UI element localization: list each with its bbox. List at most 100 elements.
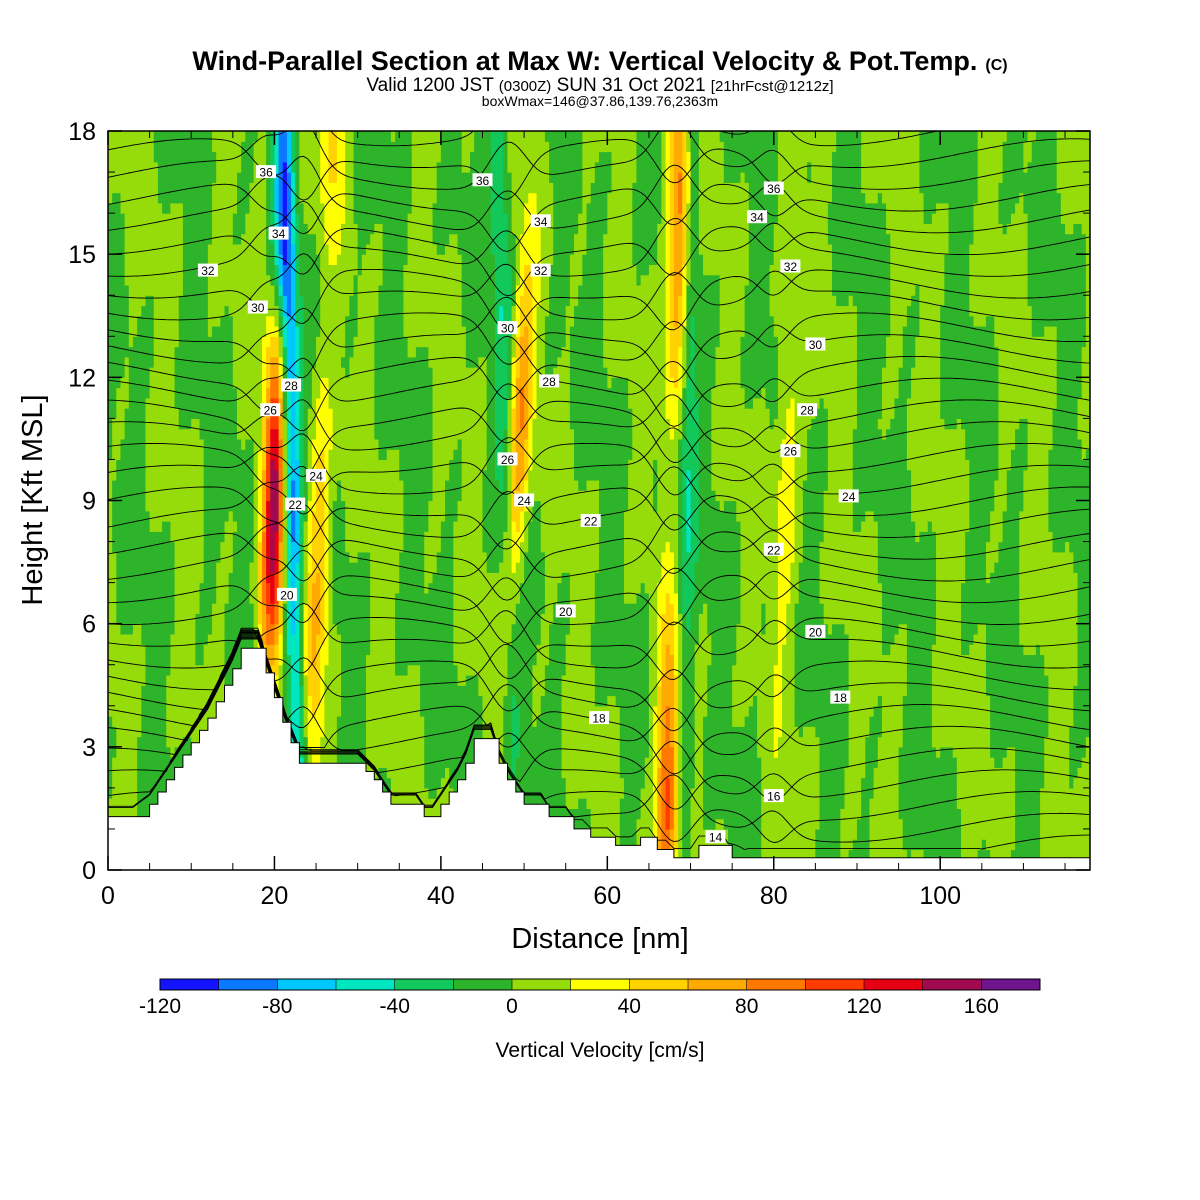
velocity-cell: [299, 131, 304, 142]
velocity-cell: [312, 747, 317, 758]
velocity-cell: [237, 562, 242, 573]
velocity-cell: [270, 654, 275, 665]
velocity-cell: [329, 552, 334, 563]
velocity-cell: [279, 316, 284, 327]
velocity-cell: [120, 388, 125, 399]
velocity-cell: [387, 613, 392, 624]
velocity-cell: [179, 501, 184, 512]
velocity-cell: [287, 696, 292, 707]
velocity-cell: [158, 408, 163, 419]
velocity-cell: [237, 223, 242, 234]
velocity-cell: [341, 737, 346, 748]
velocity-cell: [266, 347, 271, 358]
velocity-cell: [137, 388, 142, 399]
velocity-cell: [229, 193, 234, 204]
velocity-cell: [266, 182, 271, 193]
velocity-cell: [324, 264, 329, 275]
velocity-cell: [145, 172, 150, 183]
velocity-cell: [299, 747, 304, 758]
velocity-cell: [141, 665, 146, 676]
velocity-cell: [175, 162, 180, 173]
velocity-cell: [241, 398, 246, 409]
velocity-cell: [183, 593, 188, 604]
velocity-cell: [304, 644, 309, 655]
velocity-cell: [378, 644, 383, 655]
velocity-cell: [329, 254, 334, 265]
velocity-cell: [274, 418, 279, 429]
velocity-cell: [274, 388, 279, 399]
velocity-cell: [329, 305, 334, 316]
velocity-cell: [225, 542, 230, 553]
velocity-cell: [216, 285, 221, 296]
velocity-cell: [133, 634, 138, 645]
velocity-cell: [349, 439, 354, 450]
velocity-cell: [341, 357, 346, 368]
velocity-cell: [391, 757, 396, 768]
velocity-cell: [154, 326, 159, 337]
velocity-cell: [283, 531, 288, 542]
velocity-cell: [166, 675, 171, 686]
velocity-cell: [166, 511, 171, 522]
velocity-cell: [120, 131, 125, 142]
velocity-cell: [233, 480, 238, 491]
velocity-cell: [179, 716, 184, 727]
velocity-cell: [112, 449, 117, 460]
velocity-cell: [141, 562, 146, 573]
velocity-cell: [179, 398, 184, 409]
velocity-cell: [241, 162, 246, 173]
velocity-cell: [295, 285, 300, 296]
velocity-cell: [354, 429, 359, 440]
velocity-cell: [170, 305, 175, 316]
velocity-cell: [195, 367, 200, 378]
velocity-cell: [200, 449, 205, 460]
velocity-cell: [116, 665, 121, 676]
velocity-cell: [316, 223, 321, 234]
velocity-cell: [337, 388, 342, 399]
velocity-cell: [366, 131, 371, 142]
velocity-cell: [112, 757, 117, 768]
velocity-cell: [354, 152, 359, 163]
velocity-cell: [362, 624, 367, 635]
velocity-cell: [208, 654, 213, 665]
velocity-cell: [320, 305, 325, 316]
velocity-cell: [258, 490, 263, 501]
velocity-cell: [383, 459, 388, 470]
velocity-cell: [329, 593, 334, 604]
velocity-cell: [154, 223, 159, 234]
velocity-cell: [145, 449, 150, 460]
velocity-cell: [187, 624, 192, 635]
velocity-cell: [150, 613, 155, 624]
velocity-cell: [129, 429, 134, 440]
velocity-cell: [324, 603, 329, 614]
velocity-cell: [283, 418, 288, 429]
velocity-cell: [166, 665, 171, 676]
velocity-cell: [162, 152, 167, 163]
velocity-cell: [175, 131, 180, 142]
velocity-cell: [154, 511, 159, 522]
velocity-cell: [308, 152, 313, 163]
velocity-cell: [154, 767, 159, 778]
velocity-cell: [299, 213, 304, 224]
velocity-cell: [274, 562, 279, 573]
velocity-cell: [187, 367, 192, 378]
velocity-cell: [354, 572, 359, 583]
velocity-cell: [154, 696, 159, 707]
velocity-cell: [170, 603, 175, 614]
velocity-cell: [150, 193, 155, 204]
velocity-cell: [337, 418, 342, 429]
velocity-cell: [378, 726, 383, 737]
velocity-cell: [387, 234, 392, 245]
velocity-cell: [374, 193, 379, 204]
velocity-cell: [324, 716, 329, 727]
velocity-cell: [333, 316, 338, 327]
velocity-cell: [304, 572, 309, 583]
velocity-cell: [112, 131, 117, 142]
velocity-cell: [191, 696, 196, 707]
velocity-cell: [187, 593, 192, 604]
velocity-cell: [162, 336, 167, 347]
velocity-cell: [195, 223, 200, 234]
velocity-cell: [166, 706, 171, 717]
velocity-cell: [241, 572, 246, 583]
velocity-cell: [329, 152, 334, 163]
velocity-cell: [333, 531, 338, 542]
